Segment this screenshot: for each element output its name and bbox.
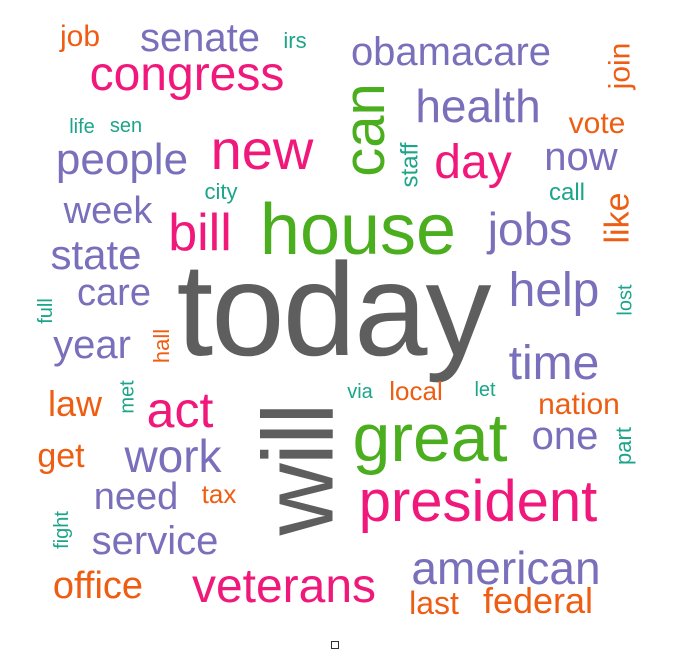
word-part: part (610, 427, 636, 465)
word-now: now (544, 135, 618, 179)
word-veterans: veterans (191, 560, 377, 613)
word-bill: bill (168, 204, 232, 262)
word-law: law (47, 383, 103, 424)
word-week: week (63, 190, 153, 232)
word-staff: staff (395, 142, 423, 188)
word-american: american (411, 542, 601, 594)
word-help: help (508, 264, 600, 317)
word-need: need (93, 476, 179, 518)
word-join: join (602, 42, 636, 90)
word-service: service (91, 519, 219, 563)
center-marker (331, 641, 339, 649)
word-lost: lost (615, 284, 637, 316)
word-people: people (55, 135, 189, 184)
word-president: president (358, 469, 598, 534)
word-get: get (37, 437, 85, 475)
word-sen: sen (109, 115, 143, 137)
word-year: year (53, 323, 131, 367)
word-last: last (409, 585, 459, 621)
word-federal: federal (482, 580, 594, 621)
word-job: job (59, 20, 101, 53)
word-time: time (508, 337, 600, 390)
word-obamacare: obamacare (350, 30, 552, 74)
word-let: let (474, 379, 496, 401)
word-jobs: jobs (487, 203, 573, 255)
word-will: will (242, 404, 354, 536)
word-full: full (34, 298, 57, 324)
word-met: met (117, 380, 139, 414)
word-act: act (146, 382, 214, 438)
word-senate: senate (139, 16, 261, 60)
word-great: great (352, 400, 508, 476)
word-via: via (347, 381, 373, 403)
word-office: office (52, 565, 144, 607)
word-hall: hall (149, 328, 174, 364)
word-house: house (259, 190, 457, 270)
word-city: city (204, 179, 238, 204)
word-new: new (210, 118, 314, 181)
word-vote: vote (568, 107, 626, 140)
word-congress: congress (89, 48, 285, 101)
word-irs: irs (283, 28, 307, 53)
word-care: care (77, 272, 151, 314)
word-can: can (331, 83, 397, 177)
word-work: work (124, 430, 222, 482)
word-nation: nation (538, 388, 620, 421)
word-fight: fight (51, 511, 73, 549)
word-one: one (531, 414, 599, 458)
word-call: call (548, 179, 585, 206)
word-like: like (599, 192, 637, 244)
word-day: day (434, 136, 512, 189)
word-state: state (50, 231, 142, 278)
word-life: life (69, 116, 95, 138)
word-tax: tax (201, 479, 237, 509)
word-health: health (415, 80, 541, 132)
word-today: today (176, 236, 492, 383)
word-local: local (389, 376, 443, 406)
